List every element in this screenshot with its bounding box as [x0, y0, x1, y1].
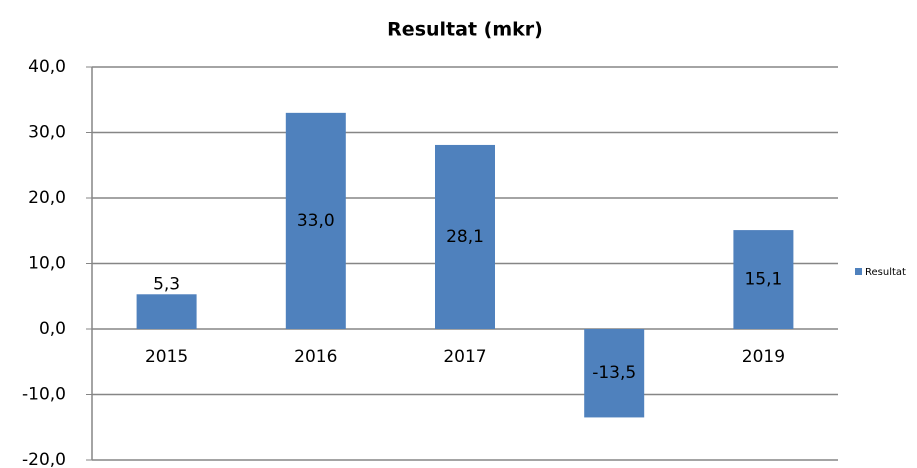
bar [435, 144, 495, 329]
x-tick-label: 2019 [742, 347, 785, 367]
x-tick-label: 2015 [145, 347, 188, 367]
data-label: 15,1 [744, 270, 782, 290]
y-tick-label: 30,0 [28, 123, 66, 143]
data-label: 5,3 [153, 274, 180, 294]
y-tick-label: 0,0 [39, 319, 66, 339]
bar [584, 329, 645, 418]
y-tick-label: -10,0 [22, 385, 66, 405]
data-label: 33,0 [297, 211, 335, 231]
y-tick-label: 10,0 [28, 254, 66, 274]
bar [285, 112, 346, 329]
y-tick-label: 20,0 [28, 188, 66, 208]
y-tick-label: -20,0 [22, 450, 66, 468]
y-tick-label: 40,0 [28, 57, 66, 77]
bar [733, 230, 794, 329]
legend-swatch [855, 268, 862, 275]
legend-label: Resultat [865, 267, 906, 278]
data-label: -13,5 [592, 363, 636, 383]
data-label: 28,1 [446, 227, 484, 247]
x-tick-label: 2017 [443, 347, 486, 367]
chart-title: Resultat (mkr) [387, 19, 543, 41]
x-tick-label: 2016 [294, 347, 337, 367]
bar [136, 294, 197, 329]
